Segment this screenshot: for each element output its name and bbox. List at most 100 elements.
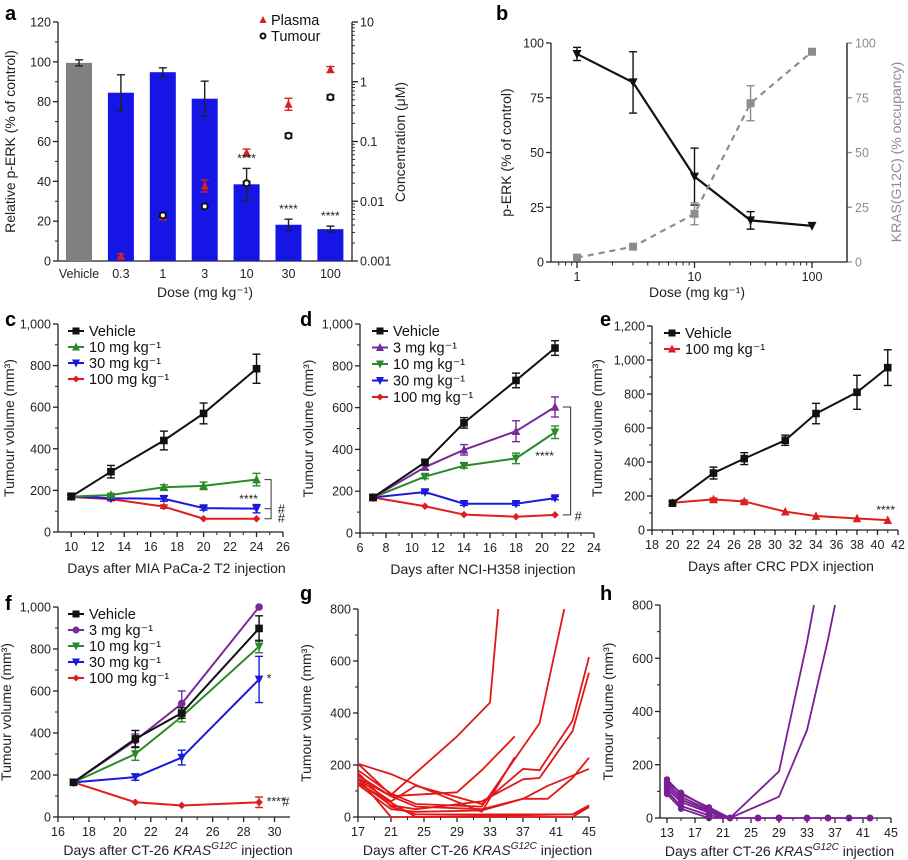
legend-marker — [668, 329, 676, 337]
data-point — [663, 778, 671, 786]
legend-marker — [72, 375, 80, 383]
y-tick-label: 200 — [632, 758, 653, 772]
x-tick-label: 6 — [357, 541, 364, 555]
bracket — [562, 406, 572, 516]
panel-label-d: d — [300, 309, 312, 331]
x-tick-label: 26 — [727, 538, 741, 552]
y2-tick-label: 0.01 — [360, 195, 384, 209]
x-tick-label: 24 — [587, 541, 601, 555]
x-tick-label: 45 — [582, 825, 596, 839]
data-point — [709, 469, 718, 477]
data-point — [811, 511, 821, 520]
x-tick-label: 30 — [768, 538, 782, 552]
bracket — [264, 479, 272, 520]
data-point — [177, 709, 186, 717]
individual-tumour-line — [666, 604, 836, 819]
legend-label: 100 mg kg⁻¹ — [89, 671, 169, 687]
data-point — [668, 499, 677, 507]
x-tick-label: 26 — [206, 825, 220, 839]
plasma-point — [200, 181, 209, 190]
x-axis-label: Days after CT-26 KRASG12C injection — [665, 842, 894, 859]
x-tick-label: 36 — [830, 538, 844, 552]
data-point — [369, 493, 377, 502]
x-tick-label: 12 — [431, 541, 445, 555]
data-point — [131, 750, 140, 759]
individual-tumour-line — [666, 788, 731, 819]
x-tick-label: 42 — [891, 538, 905, 552]
data-point — [677, 789, 685, 796]
x-axis-label: Days after NCI-H358 injection — [390, 561, 575, 577]
bar-1 — [149, 72, 176, 261]
y-tick-label: 400 — [332, 443, 353, 457]
legend-label: Vehicle — [89, 324, 136, 340]
series-line — [72, 627, 260, 784]
data-point — [781, 436, 790, 445]
y-axis-label: Tumour volume (mm³) — [300, 360, 316, 498]
x-tick-label: 34 — [809, 538, 823, 552]
data-point — [159, 494, 169, 504]
legend-marker — [72, 674, 80, 682]
x-tick-label: 25 — [744, 826, 758, 840]
legend-label-plasma: Plasma — [271, 13, 320, 29]
data-point — [677, 805, 685, 812]
panel-f: 0 200 400 600 800 1,000 16 18 20 22 24 26 28 30 Vehicl… — [0, 601, 293, 859]
y-tick-label: 400 — [624, 456, 645, 470]
y-axis-label: Tumour volume (mm³) — [589, 359, 605, 497]
individual-tumour-line — [357, 608, 566, 808]
x-tick-label: 18 — [509, 541, 523, 555]
legend-label: Vehicle — [685, 326, 732, 342]
y-tick-label: 600 — [624, 422, 645, 436]
y-tick-label: 600 — [632, 652, 653, 666]
data-point — [459, 499, 469, 509]
data-point — [252, 504, 261, 514]
data-point — [512, 376, 520, 385]
data-point — [199, 481, 208, 490]
panel-e: 0 200 400 600 800 1,000 1,200 18 20 22 24 26 28 30 32 3… — [589, 320, 905, 575]
data-point — [511, 454, 521, 464]
x-tick-label: 1 — [574, 270, 581, 284]
legend-label: Vehicle — [89, 607, 136, 623]
legend-marker — [376, 393, 384, 401]
series-line — [73, 678, 260, 784]
significance-mark: # — [282, 794, 290, 809]
data-point — [572, 49, 582, 59]
data-point — [420, 472, 430, 482]
legend-label: 30 mg kg⁻¹ — [393, 374, 465, 390]
series-line — [73, 781, 260, 807]
y-tick-label: 100 — [30, 55, 51, 69]
individual-tumour-line — [357, 782, 590, 818]
plasma-point — [284, 99, 293, 108]
x-tick-label: 37 — [516, 825, 530, 839]
x-tick-label: 16 — [51, 825, 65, 839]
individual-tumour-line — [666, 793, 730, 819]
panel-d: 0 200 400 600 800 1,000 6 8 10 12 14 16 18 20 22 24 Vehi… — [300, 318, 601, 578]
data-point — [160, 436, 168, 445]
panel-g: 0 200 400 600 800 17 21 25 29 33 37 41 45 Tumour volu… — [298, 603, 596, 859]
x-axis-label: Days after CT-26 KRASG12C injection — [63, 841, 292, 858]
individual-tumour-line — [666, 781, 731, 819]
x-tick-label: 24 — [707, 538, 721, 552]
x-tick-label: 10 — [405, 541, 419, 555]
data-point — [780, 506, 790, 516]
y2-tick-label: 10 — [360, 16, 374, 30]
data-point — [459, 461, 469, 471]
y-tick-label: 120 — [30, 16, 51, 30]
panel-a: 0 20 40 60 80 100 120 0.001 0.01 0.1 1 10 Vehicle 0.3… — [2, 13, 408, 300]
tumour-point — [326, 93, 335, 102]
y-tick-label: 400 — [30, 727, 51, 741]
legend-marker-plasma — [259, 16, 267, 23]
panel-b: 0 25 50 75 100 0 25 50 75 100 1 10 100 p-ERK (% of co… — [498, 37, 904, 301]
x-tick-label: 33 — [800, 826, 814, 840]
legend-label: 10 mg kg⁻¹ — [89, 639, 161, 655]
legend-marker — [72, 327, 80, 335]
individual-tumour-line — [357, 756, 516, 813]
series-line — [73, 645, 260, 784]
data-point — [853, 388, 861, 397]
y2-axis-label: Concentration (μM) — [392, 82, 408, 202]
plasma-point — [326, 65, 335, 74]
x-tick-label: 41 — [856, 826, 870, 840]
x-tick-label: 10 — [240, 267, 254, 281]
y-tick-label: 0 — [537, 256, 544, 270]
significance-mark: * — [267, 672, 272, 686]
x-axis-label: Dose (mg kg⁻¹) — [157, 284, 253, 300]
